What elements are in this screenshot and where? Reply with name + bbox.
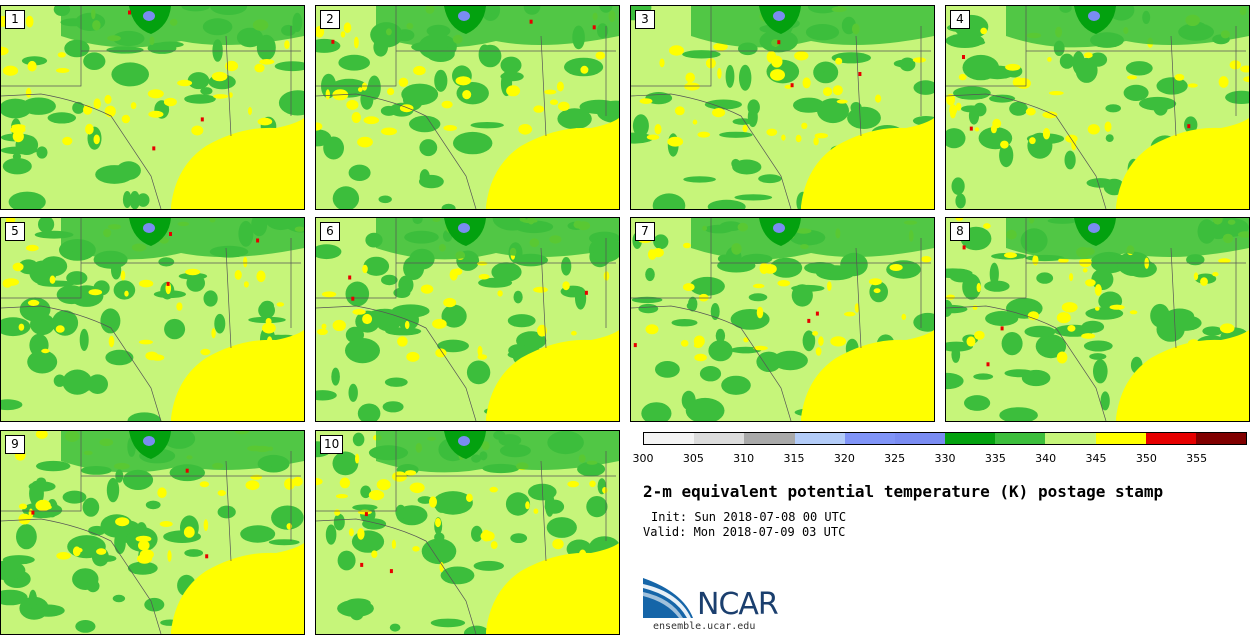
colorbar bbox=[643, 432, 1247, 445]
panel-number: 2 bbox=[320, 10, 340, 29]
stamp-panel: 10 bbox=[315, 430, 620, 635]
colorbar-segment bbox=[644, 433, 695, 444]
colorbar-tick-label: 345 bbox=[1085, 452, 1107, 465]
map-field bbox=[316, 431, 619, 634]
stamp-panel: 7 bbox=[630, 217, 935, 422]
colorbar-segment bbox=[744, 433, 795, 444]
map-field bbox=[316, 6, 619, 209]
colorbar-segment bbox=[995, 433, 1046, 444]
stamp-panel: 1 bbox=[0, 5, 305, 210]
colorbar-tick-label: 330 bbox=[934, 452, 956, 465]
stamp-panel: 2 bbox=[315, 5, 620, 210]
stamp-panel: 9 bbox=[0, 430, 305, 635]
init-time: Init: Sun 2018-07-08 00 UTC bbox=[651, 510, 847, 524]
stamp-panel: 8 bbox=[945, 217, 1250, 422]
valid-time: Valid: Mon 2018-07-09 03 UTC bbox=[643, 525, 846, 539]
panel-number: 1 bbox=[5, 10, 25, 29]
map-field bbox=[631, 218, 934, 421]
panel-number: 3 bbox=[635, 10, 655, 29]
colorbar-segment bbox=[894, 433, 946, 444]
colorbar-segment bbox=[694, 433, 745, 444]
colorbar-segment bbox=[1145, 433, 1196, 444]
colorbar-segment bbox=[1045, 433, 1096, 444]
colorbar-segment bbox=[945, 433, 996, 444]
map-field bbox=[316, 218, 619, 421]
colorbar-tick-label: 340 bbox=[1035, 452, 1057, 465]
colorbar-tick-label: 320 bbox=[833, 452, 855, 465]
colorbar-segment bbox=[844, 433, 895, 444]
panel-number: 4 bbox=[950, 10, 970, 29]
colorbar-segment bbox=[1095, 433, 1146, 444]
panel-number: 6 bbox=[320, 222, 340, 241]
map-field bbox=[1, 431, 304, 634]
map-field bbox=[946, 6, 1249, 209]
stamp-panel: 3 bbox=[630, 5, 935, 210]
panel-number: 8 bbox=[950, 222, 970, 241]
colorbar-tick-label: 355 bbox=[1186, 452, 1208, 465]
stamp-panel: 4 bbox=[945, 5, 1250, 210]
map-field bbox=[946, 218, 1249, 421]
logo-text: NCAR bbox=[697, 587, 779, 622]
colorbar-segment bbox=[1195, 433, 1247, 444]
colorbar-segment bbox=[794, 433, 845, 444]
map-field bbox=[1, 218, 304, 421]
site-url[interactable]: ensemble.ucar.edu bbox=[653, 621, 756, 632]
colorbar-tick-label: 310 bbox=[733, 452, 755, 465]
colorbar-tick-label: 305 bbox=[682, 452, 704, 465]
map-field bbox=[1, 6, 304, 209]
page-title: 2-m equivalent potential temperature (K)… bbox=[643, 482, 1164, 501]
stamp-panel: 6 bbox=[315, 217, 620, 422]
colorbar-tick-label: 300 bbox=[632, 452, 654, 465]
colorbar-tick-label: 350 bbox=[1135, 452, 1157, 465]
map-field bbox=[631, 6, 934, 209]
panel-number: 7 bbox=[635, 222, 655, 241]
ncar-logo-icon bbox=[643, 578, 693, 618]
stamp-panel: 5 bbox=[0, 217, 305, 422]
colorbar-tick-label: 315 bbox=[783, 452, 805, 465]
panel-number: 5 bbox=[5, 222, 25, 241]
colorbar-tick-label: 325 bbox=[884, 452, 906, 465]
panel-number: 9 bbox=[5, 435, 25, 454]
colorbar-tick-label: 335 bbox=[984, 452, 1006, 465]
panel-number: 10 bbox=[320, 435, 344, 454]
